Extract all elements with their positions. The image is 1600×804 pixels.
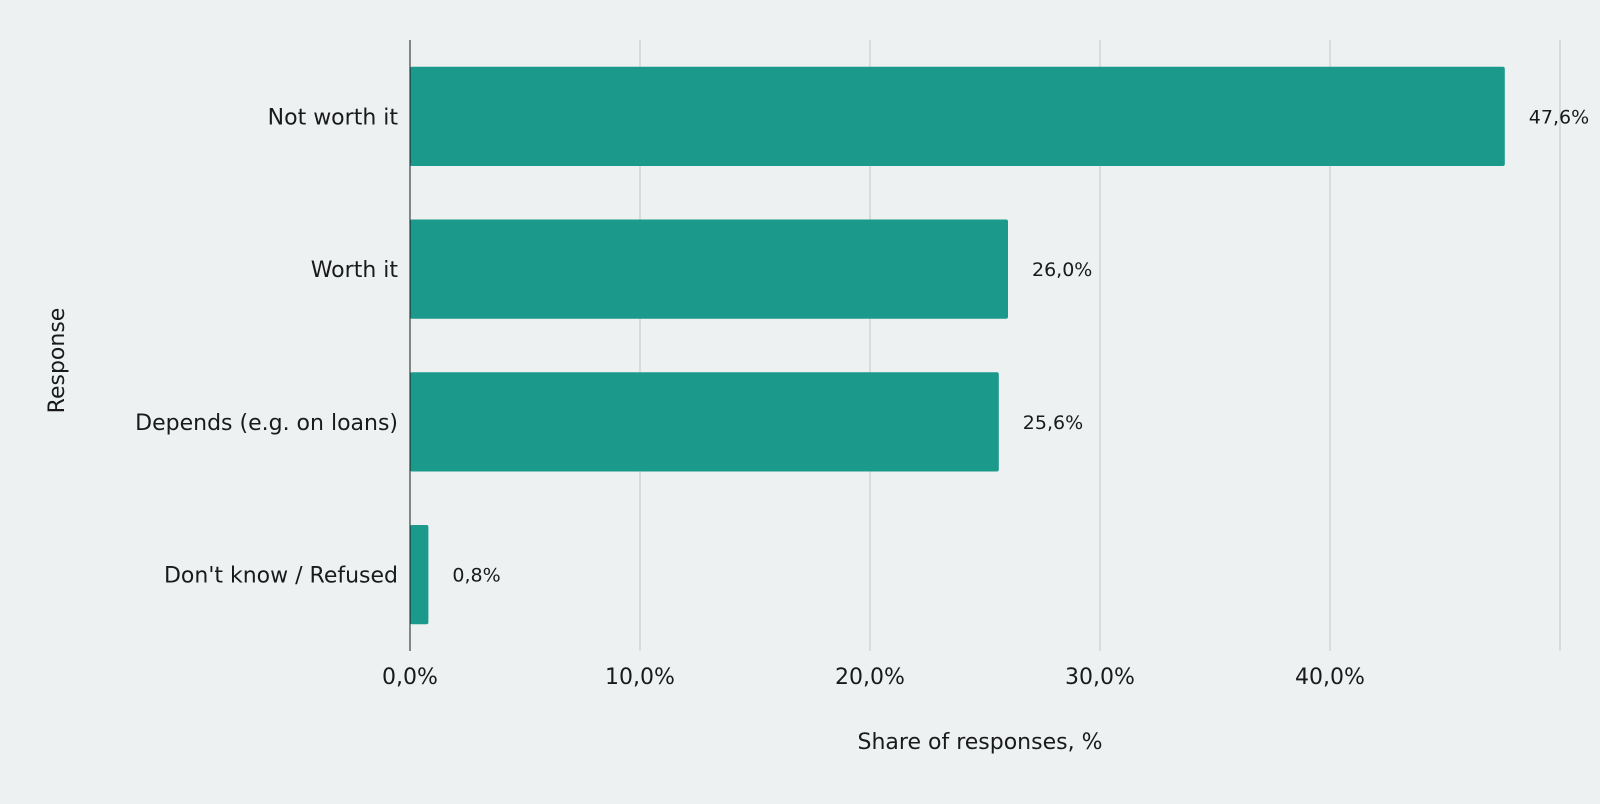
x-tick-label: 0,0% [382,665,438,690]
category-label: Worth it [311,258,399,283]
y-axis-title: Response [45,308,70,414]
bar [410,372,999,472]
x-tick-label: 40,0% [1295,665,1365,690]
data-labels: 47,6% 26,0% 25,6% 0,8% [452,106,1589,586]
x-tick-labels: 0,0% 10,0% 20,0% 30,0% 40,0% [382,665,1365,690]
data-label: 25,6% [1023,412,1083,434]
data-label: 47,6% [1529,106,1589,128]
data-label: 0,8% [452,565,500,587]
category-label: Don't know / Refused [164,564,398,589]
category-label: Depends (e.g. on loans) [135,411,398,436]
bars [410,66,1505,625]
x-tick-label: 20,0% [835,665,905,690]
x-tick-label: 30,0% [1065,665,1135,690]
category-label: Not worth it [268,105,399,130]
bar [410,66,1505,167]
x-axis-title: Share of responses, % [858,730,1103,755]
category-labels: Not worth it Worth it Depends (e.g. on loa… [135,105,398,588]
bar [410,219,1008,319]
data-label: 26,0% [1032,259,1092,281]
bar [410,524,429,625]
x-tick-label: 10,0% [605,665,675,690]
